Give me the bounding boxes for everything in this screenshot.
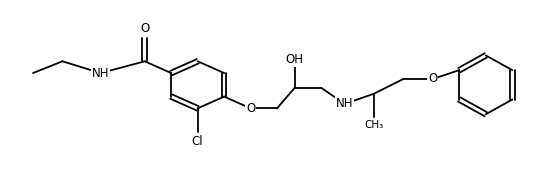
Text: O: O [140, 22, 150, 35]
Text: Cl: Cl [192, 135, 203, 148]
Text: NH: NH [336, 97, 353, 110]
Text: OH: OH [286, 53, 304, 66]
Text: CH₃: CH₃ [365, 120, 384, 130]
Text: O: O [246, 102, 255, 115]
Text: NH: NH [92, 67, 109, 80]
Text: O: O [428, 72, 437, 85]
